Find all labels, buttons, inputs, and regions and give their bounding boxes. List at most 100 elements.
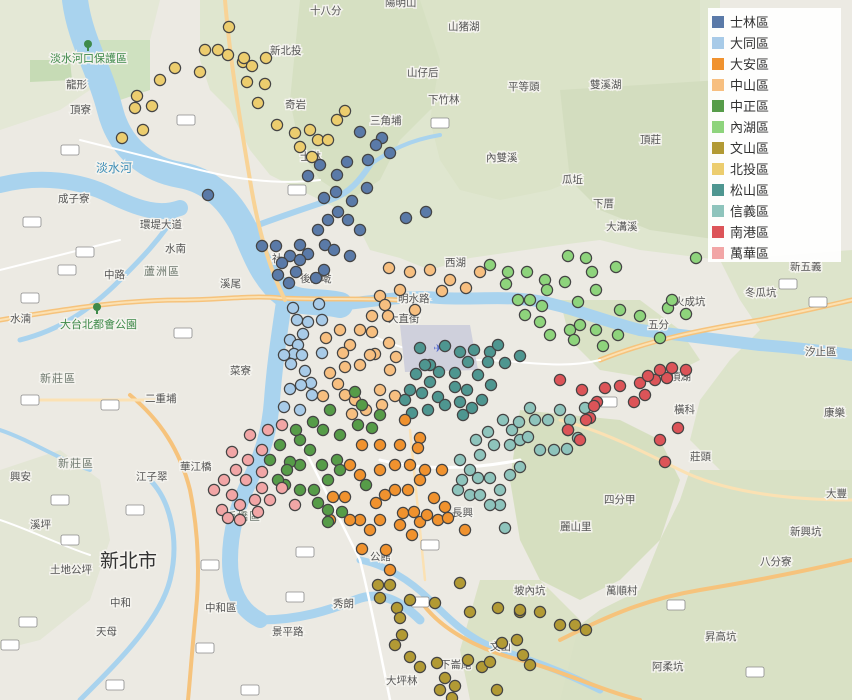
district-point[interactable] (298, 364, 312, 378)
district-point[interactable] (633, 376, 647, 390)
district-point[interactable] (401, 483, 415, 497)
district-point[interactable] (338, 360, 352, 374)
district-point[interactable] (229, 463, 243, 477)
district-point[interactable] (393, 518, 407, 532)
district-point[interactable] (448, 679, 462, 693)
district-point[interactable] (130, 89, 144, 103)
district-point[interactable] (458, 523, 472, 537)
district-point[interactable] (221, 511, 235, 525)
district-point[interactable] (575, 383, 589, 397)
district-point[interactable] (333, 463, 347, 477)
district-point[interactable] (383, 578, 397, 592)
district-point[interactable] (237, 51, 251, 65)
district-point[interactable] (233, 498, 247, 512)
district-point[interactable] (598, 381, 612, 395)
district-point[interactable] (523, 658, 537, 672)
district-point[interactable] (259, 51, 273, 65)
district-point[interactable] (467, 343, 481, 357)
district-point[interactable] (403, 593, 417, 607)
district-point[interactable] (333, 428, 347, 442)
district-point[interactable] (516, 648, 530, 662)
district-point[interactable] (270, 118, 284, 132)
district-point[interactable] (538, 273, 552, 287)
district-point[interactable] (481, 355, 495, 369)
district-point[interactable] (484, 378, 498, 392)
district-point[interactable] (689, 251, 703, 265)
district-point[interactable] (351, 418, 365, 432)
district-point[interactable] (338, 490, 352, 504)
district-point[interactable] (513, 603, 527, 617)
district-point[interactable] (418, 358, 432, 372)
district-point[interactable] (248, 493, 262, 507)
district-point[interactable] (403, 383, 417, 397)
district-point[interactable] (201, 188, 215, 202)
district-point[interactable] (198, 43, 212, 57)
district-point[interactable] (383, 146, 397, 160)
district-point[interactable] (563, 413, 577, 427)
district-point[interactable] (445, 691, 459, 700)
district-point[interactable] (317, 191, 331, 205)
district-point[interactable] (511, 293, 525, 307)
district-point[interactable] (341, 213, 355, 227)
district-point[interactable] (283, 382, 297, 396)
district-point[interactable] (330, 168, 344, 182)
district-point[interactable] (388, 458, 402, 472)
district-point[interactable] (475, 393, 489, 407)
district-point[interactable] (660, 371, 674, 385)
legend-item[interactable]: 萬華區 (712, 242, 841, 263)
district-point[interactable] (363, 348, 377, 362)
district-point[interactable] (433, 683, 447, 697)
district-point[interactable] (679, 307, 693, 321)
legend-item[interactable]: 信義區 (712, 200, 841, 221)
district-point[interactable] (393, 611, 407, 625)
district-point[interactable] (533, 315, 547, 329)
district-point[interactable] (321, 213, 335, 227)
district-point[interactable] (528, 413, 542, 427)
district-point[interactable] (453, 453, 467, 467)
district-point[interactable] (561, 423, 575, 437)
district-point[interactable] (145, 99, 159, 113)
district-point[interactable] (296, 327, 310, 341)
district-point[interactable] (353, 468, 367, 482)
district-point[interactable] (558, 275, 572, 289)
district-point[interactable] (611, 328, 625, 342)
district-point[interactable] (221, 48, 235, 62)
district-point[interactable] (153, 73, 167, 87)
district-point[interactable] (353, 223, 367, 237)
district-point[interactable] (294, 378, 308, 392)
district-point[interactable] (327, 243, 341, 257)
district-point[interactable] (463, 463, 477, 477)
district-point[interactable] (481, 425, 495, 439)
district-point[interactable] (553, 373, 567, 387)
district-point[interactable] (345, 194, 359, 208)
district-point[interactable] (269, 239, 283, 253)
district-point[interactable] (510, 633, 524, 647)
district-point[interactable] (573, 433, 587, 447)
district-point[interactable] (286, 301, 300, 315)
district-point[interactable] (513, 460, 527, 474)
district-point[interactable] (304, 376, 318, 390)
district-point[interactable] (398, 413, 412, 427)
district-point[interactable] (289, 423, 303, 437)
district-point[interactable] (315, 346, 329, 360)
district-point[interactable] (239, 473, 253, 487)
district-point[interactable] (343, 513, 357, 527)
district-point[interactable] (382, 261, 396, 275)
district-point[interactable] (561, 249, 575, 263)
district-point[interactable] (373, 383, 387, 397)
district-point[interactable] (431, 390, 445, 404)
district-point[interactable] (419, 205, 433, 219)
district-point[interactable] (288, 126, 302, 140)
district-point[interactable] (473, 448, 487, 462)
district-point[interactable] (465, 401, 479, 415)
district-point[interactable] (413, 431, 427, 445)
district-point[interactable] (633, 309, 647, 323)
district-point[interactable] (343, 338, 357, 352)
district-point[interactable] (255, 465, 269, 479)
legend-item[interactable]: 松山區 (712, 179, 841, 200)
district-point[interactable] (277, 348, 291, 362)
district-point[interactable] (533, 443, 547, 457)
district-point[interactable] (483, 498, 497, 512)
district-point[interactable] (303, 443, 317, 457)
district-point[interactable] (393, 283, 407, 297)
